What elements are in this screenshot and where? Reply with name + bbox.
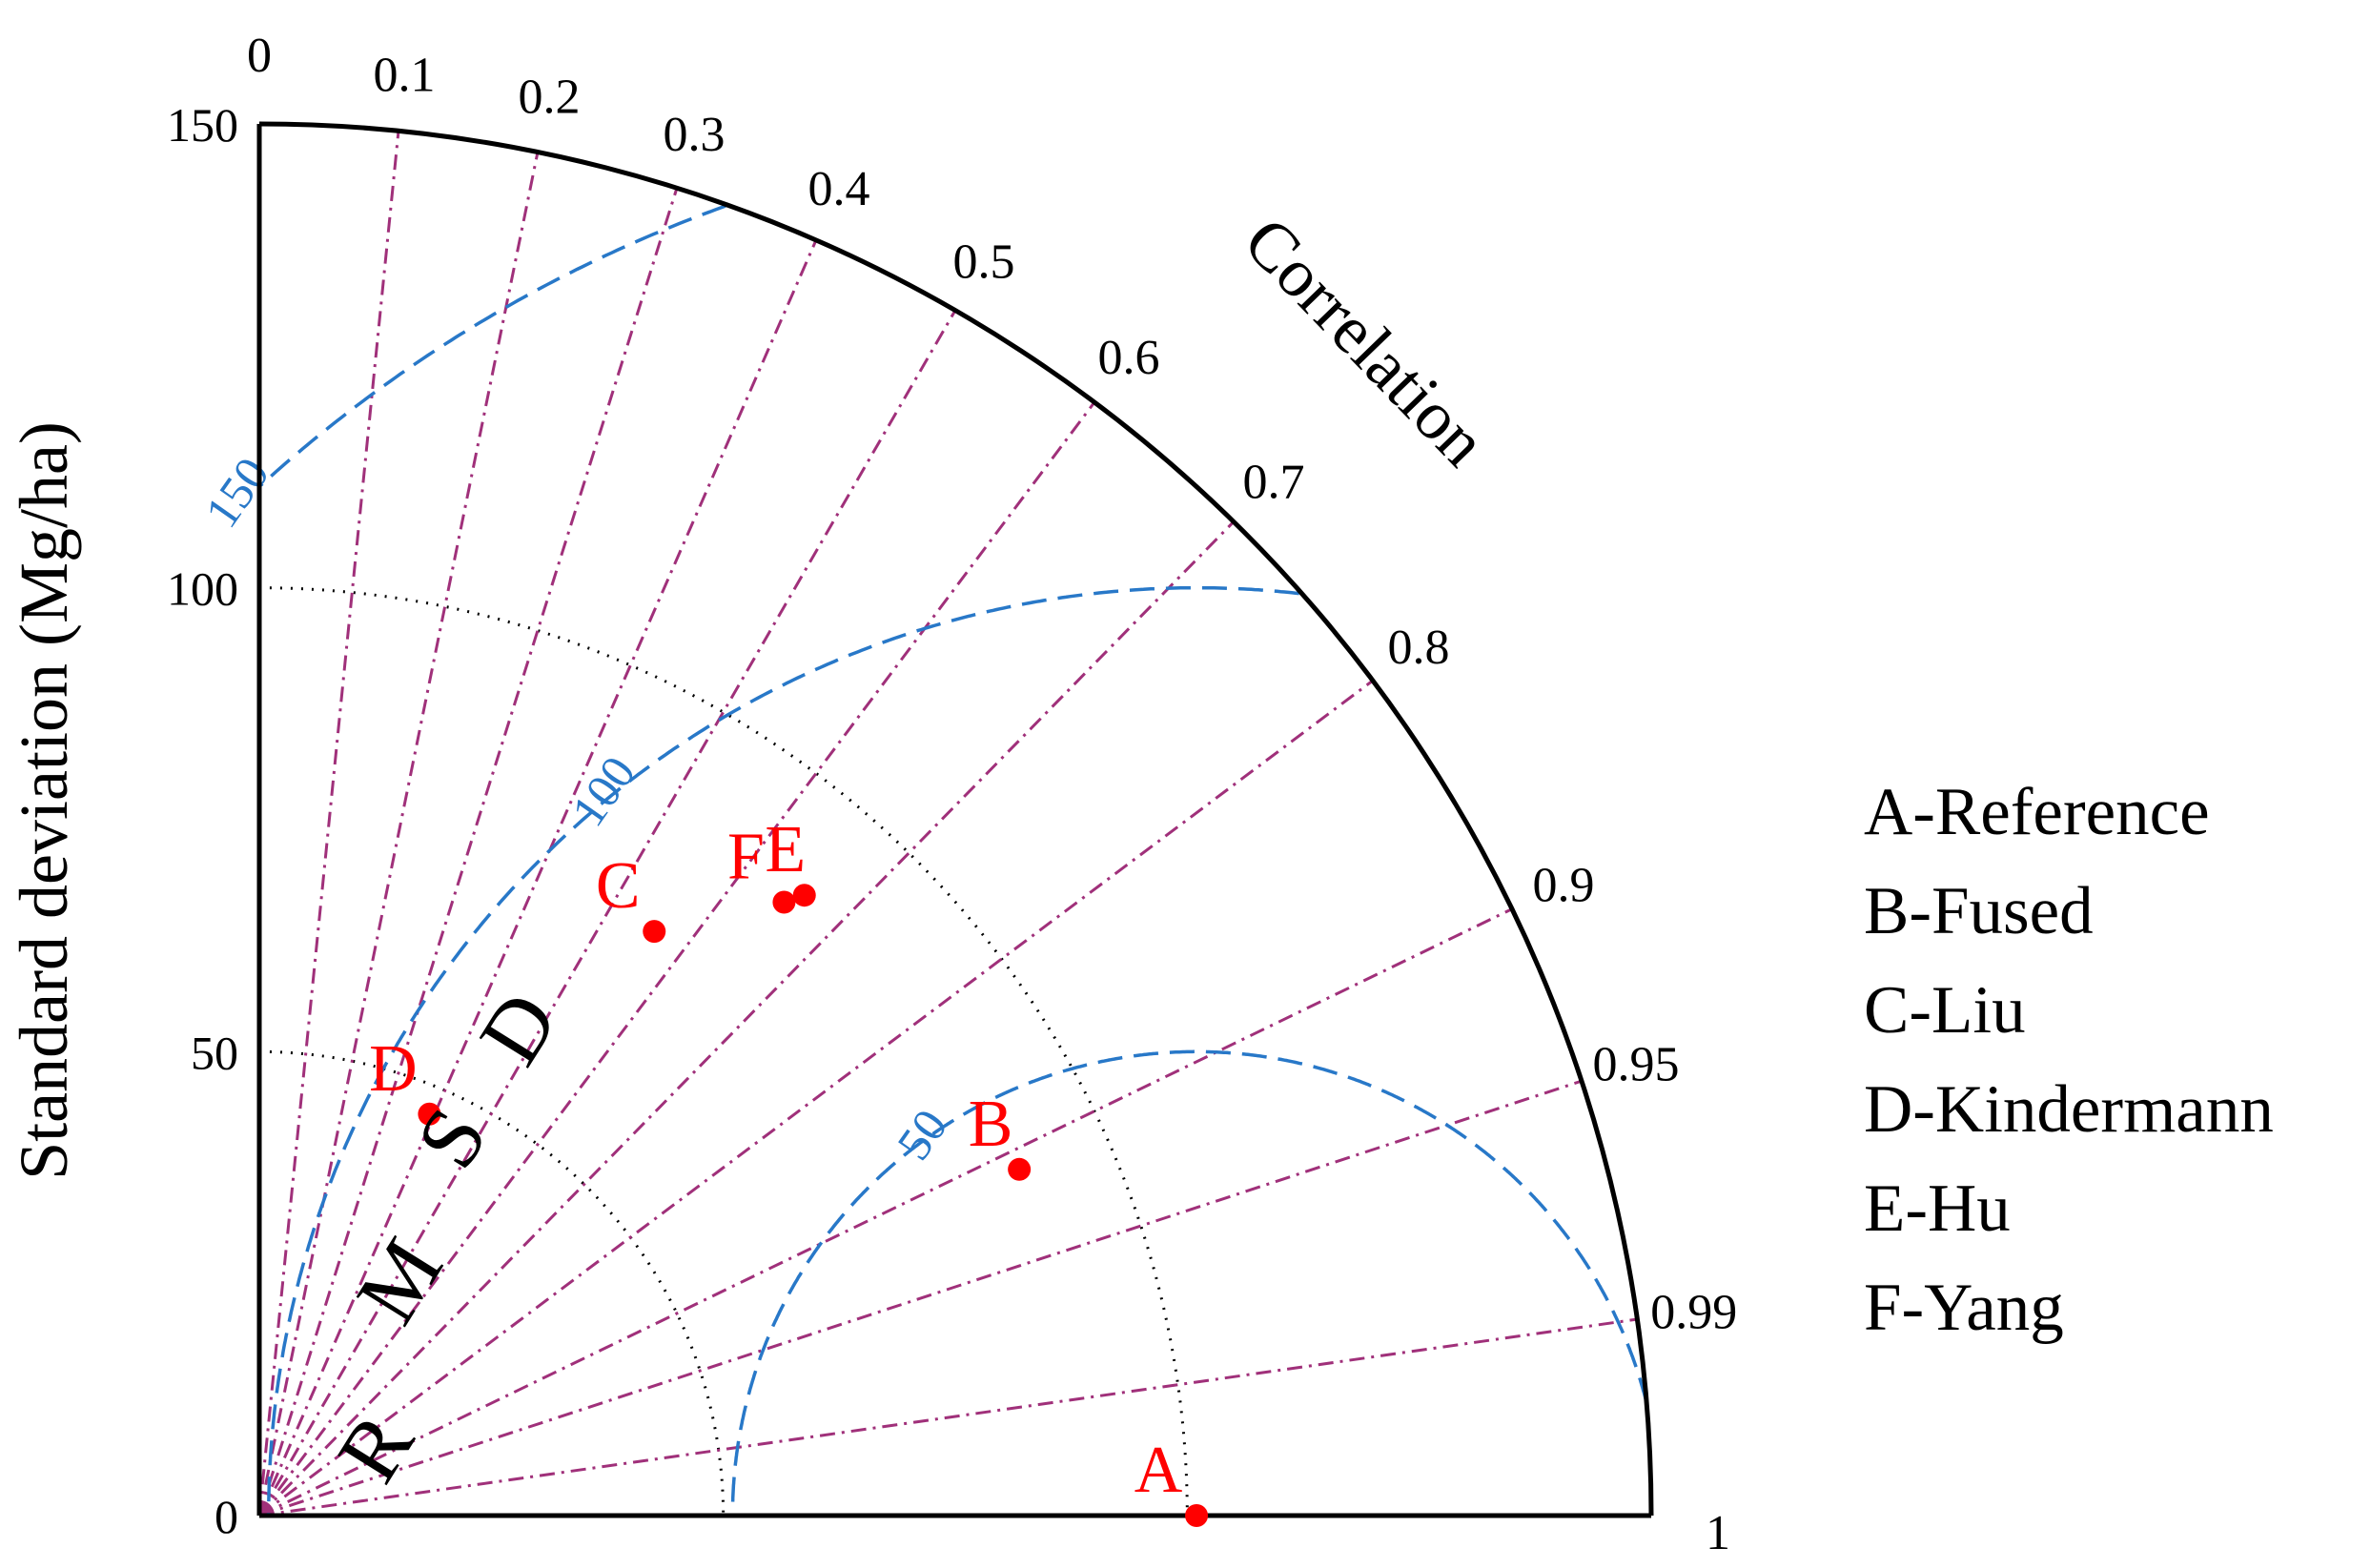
- data-point: [1008, 1157, 1032, 1181]
- std-tick-label: 50: [191, 1026, 238, 1079]
- correlation-tick-label: 0.5: [953, 235, 1015, 290]
- rmsd-letter: S: [398, 1091, 506, 1184]
- data-point: [418, 1102, 441, 1126]
- legend-entry: C-Liu: [1864, 973, 2026, 1048]
- rmsd-contour: [730, 1049, 1648, 1516]
- correlation-tick-label: 0.2: [519, 71, 581, 125]
- correlation-line: [258, 1317, 1638, 1517]
- correlation-tick-label: 0.3: [664, 108, 726, 162]
- data-point-label: B: [969, 1088, 1013, 1161]
- correlation-tick-label: 0.7: [1243, 456, 1305, 510]
- y-axis-label: Standard deviation (Mg/ha): [6, 421, 82, 1180]
- legend-entry: B-Fused: [1864, 874, 2094, 948]
- correlation-line: [257, 520, 1236, 1517]
- correlation-tick-label: 0.4: [808, 162, 870, 216]
- rmsd-contour: [266, 585, 1299, 1515]
- correlation-tick-label: 0.8: [1388, 621, 1450, 675]
- legend-entry: A-Reference: [1864, 775, 2210, 849]
- legend: A-Reference B-Fused C-Liu D-Kindermann E…: [1864, 763, 2274, 1357]
- correlation-tick-label: 0.9: [1533, 858, 1595, 912]
- rmsd-letter: M: [337, 1222, 461, 1339]
- std-gridlines: [258, 586, 1189, 1517]
- rmsd-contour-label: 50: [887, 1100, 958, 1170]
- legend-entry: E-Hu: [1864, 1171, 2011, 1246]
- correlation-tick-label: 1: [1706, 1506, 1730, 1560]
- std-tick-label: 150: [167, 98, 238, 152]
- rmsd-contour: [259, 204, 726, 487]
- data-point: [643, 920, 666, 944]
- correlation-line: [258, 907, 1513, 1517]
- legend-entry: F-Yang: [1864, 1271, 2064, 1345]
- rmsd-letter: D: [460, 975, 577, 1080]
- data-point-label: A: [1134, 1434, 1183, 1507]
- correlation-tick-label: 0.99: [1650, 1286, 1737, 1340]
- data-point-label: E: [765, 813, 806, 886]
- std-gridline-arc: [258, 1049, 726, 1517]
- correlation-line: [257, 187, 679, 1517]
- axes: [256, 121, 1654, 1518]
- correlation-tick-label: 0.95: [1593, 1037, 1680, 1091]
- correlation-line: [257, 131, 400, 1517]
- std-tick-label: 100: [167, 562, 238, 616]
- data-point: [1185, 1504, 1209, 1527]
- data-point: [792, 884, 816, 907]
- correlation-line: [258, 679, 1374, 1517]
- correlation-line: [257, 239, 818, 1517]
- correlation-tick-label: 0.6: [1098, 331, 1160, 385]
- rmsd-contour-label: 100: [561, 746, 645, 836]
- data-point: [772, 890, 796, 914]
- data-point-label: F: [727, 820, 765, 893]
- std-tick-label: 0: [215, 1490, 238, 1543]
- outer-arc: [258, 121, 1654, 1517]
- correlation-line: [257, 401, 1096, 1517]
- correlation-tick-label: 0: [247, 29, 272, 83]
- correlation-axis-label: Correlation: [1230, 203, 1502, 480]
- correlation-line: [258, 1079, 1583, 1517]
- correlation-line: [257, 309, 957, 1517]
- correlation-tick-label: 0.1: [374, 49, 436, 103]
- data-point-label: C: [596, 849, 641, 923]
- legend-entry: D-Kindermann: [1864, 1072, 2274, 1147]
- correlation-lines: [257, 131, 1638, 1517]
- correlation-line: [257, 152, 540, 1517]
- rmsd-contour-label: 150: [194, 448, 279, 538]
- data-point-label: D: [369, 1032, 418, 1106]
